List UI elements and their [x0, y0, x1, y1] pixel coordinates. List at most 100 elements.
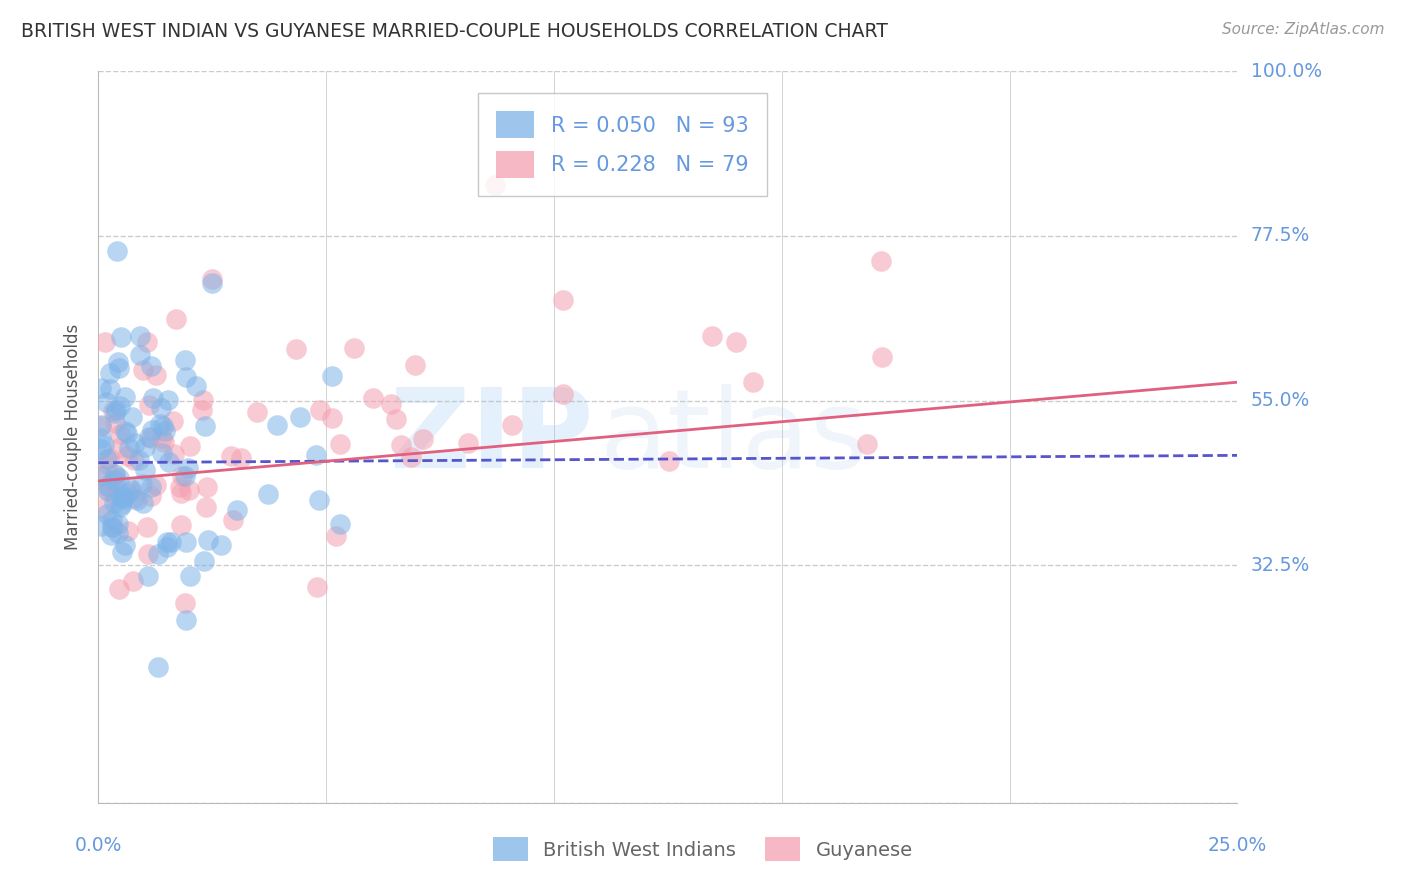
- Point: [111, 497, 134, 511]
- Point: [101, 404, 124, 418]
- Point: [201, 277, 224, 291]
- Point: [325, 529, 347, 543]
- Point: [107, 355, 129, 369]
- Text: 25.0%: 25.0%: [1208, 836, 1267, 855]
- Point: [321, 369, 343, 384]
- Point: [412, 432, 434, 446]
- Point: [90, 442, 112, 457]
- Point: [157, 455, 180, 469]
- Point: [176, 370, 198, 384]
- Point: [201, 272, 224, 286]
- Point: [741, 375, 763, 389]
- Point: [174, 613, 197, 627]
- Text: 0.0%: 0.0%: [75, 836, 122, 855]
- Point: [104, 416, 127, 430]
- Point: [103, 496, 125, 510]
- Point: [93, 500, 115, 515]
- Point: [172, 468, 194, 483]
- Text: atlas: atlas: [599, 384, 868, 491]
- Point: [152, 435, 174, 450]
- Point: [141, 423, 163, 437]
- Text: ZIP: ZIP: [391, 384, 593, 491]
- Point: [105, 244, 128, 258]
- Point: [121, 409, 143, 424]
- Point: [132, 496, 155, 510]
- Point: [97, 478, 120, 492]
- Point: [110, 490, 132, 504]
- Point: [329, 437, 352, 451]
- Point: [135, 335, 157, 350]
- Point: [191, 392, 214, 407]
- Point: [361, 392, 384, 406]
- Point: [257, 487, 280, 501]
- Point: [104, 467, 127, 482]
- Point: [246, 405, 269, 419]
- Point: [100, 520, 122, 534]
- Point: [226, 503, 249, 517]
- Point: [150, 431, 173, 445]
- Point: [98, 366, 121, 380]
- Point: [91, 468, 114, 483]
- Point: [98, 481, 121, 495]
- Text: 55.0%: 55.0%: [1251, 391, 1310, 410]
- Point: [104, 469, 127, 483]
- Point: [129, 348, 152, 362]
- Point: [118, 441, 141, 455]
- Point: [173, 469, 195, 483]
- Point: [138, 430, 160, 444]
- Point: [138, 398, 160, 412]
- Point: [288, 410, 311, 425]
- Point: [128, 453, 150, 467]
- Point: [101, 474, 124, 488]
- Point: [90, 519, 112, 533]
- Point: [156, 534, 179, 549]
- Point: [176, 461, 198, 475]
- Point: [457, 436, 479, 450]
- Point: [122, 491, 145, 506]
- Point: [169, 480, 191, 494]
- Point: [229, 451, 252, 466]
- Point: [174, 535, 197, 549]
- Point: [149, 401, 172, 416]
- Point: [120, 482, 142, 496]
- Point: [93, 482, 115, 496]
- Point: [98, 382, 121, 396]
- Point: [108, 427, 131, 442]
- Point: [131, 476, 153, 491]
- Point: [194, 418, 217, 433]
- Point: [404, 358, 426, 372]
- Point: [139, 480, 162, 494]
- Point: [127, 492, 149, 507]
- Point: [193, 554, 215, 568]
- Point: [163, 446, 186, 460]
- Point: [553, 387, 575, 401]
- Point: [152, 418, 174, 433]
- Point: [307, 580, 329, 594]
- Point: [94, 394, 117, 409]
- Point: [124, 436, 146, 450]
- Point: [209, 538, 232, 552]
- Text: Source: ZipAtlas.com: Source: ZipAtlas.com: [1222, 22, 1385, 37]
- Point: [195, 480, 218, 494]
- Point: [146, 660, 169, 674]
- Point: [100, 528, 122, 542]
- Point: [197, 533, 219, 547]
- Point: [90, 468, 112, 483]
- Point: [114, 424, 136, 438]
- Point: [399, 450, 422, 465]
- Point: [107, 525, 129, 540]
- Point: [321, 411, 343, 425]
- Point: [170, 486, 193, 500]
- Point: [104, 403, 127, 417]
- Point: [104, 406, 127, 420]
- Point: [110, 330, 132, 344]
- Point: [111, 491, 134, 505]
- Text: 77.5%: 77.5%: [1251, 227, 1310, 245]
- Point: [165, 312, 187, 326]
- Point: [108, 441, 131, 455]
- Point: [134, 440, 156, 454]
- Point: [115, 425, 138, 440]
- Text: 100.0%: 100.0%: [1251, 62, 1322, 81]
- Point: [132, 362, 155, 376]
- Point: [179, 568, 201, 582]
